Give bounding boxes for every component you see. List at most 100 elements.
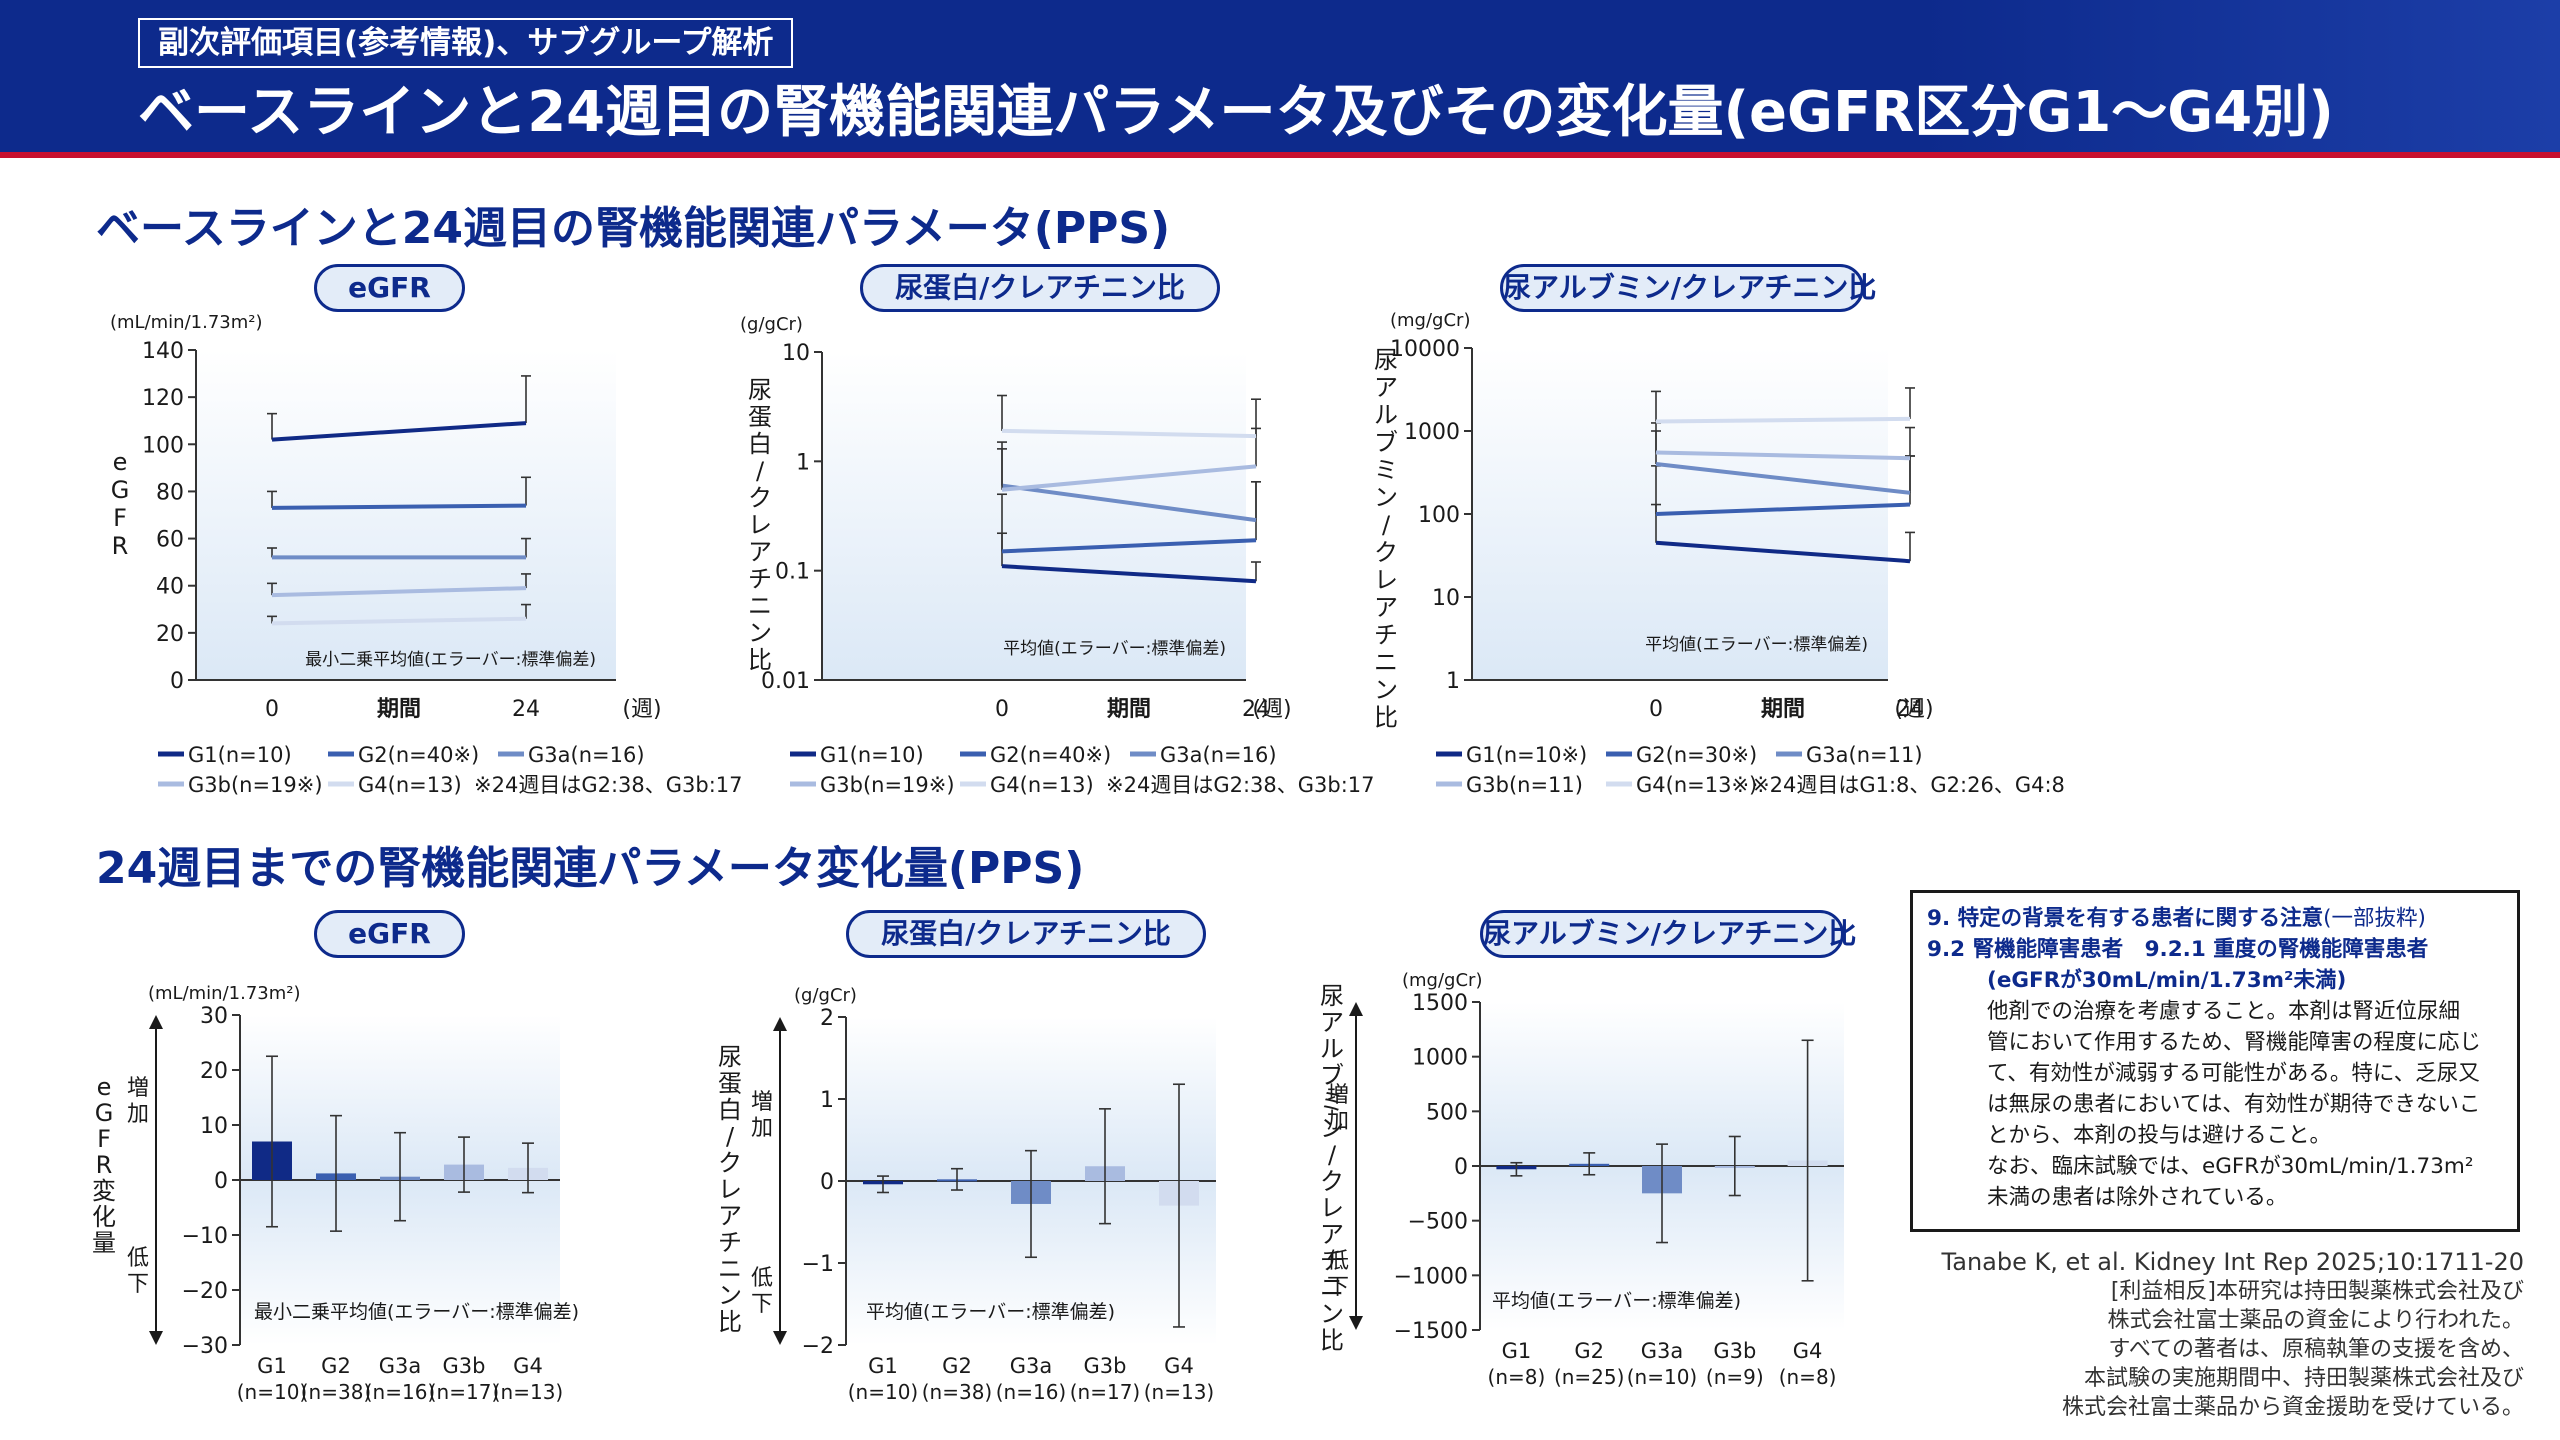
y-axis-label-char: 尿 bbox=[748, 376, 772, 404]
y-axis-label-char: ミ bbox=[1374, 456, 1398, 484]
chart-note: 平均値(エラーバー:標準偏差) bbox=[1645, 635, 1868, 655]
y-tick-label: 30 bbox=[200, 1004, 228, 1029]
legend-label-G3b: G3b(n=19※) bbox=[820, 773, 955, 797]
category-label: G3a bbox=[379, 1354, 422, 1378]
y-axis-label-char: 白 bbox=[748, 430, 772, 458]
legend-label-G3b: G3b(n=19※) bbox=[188, 773, 323, 797]
y-axis-label-char: ク bbox=[718, 1149, 742, 1177]
y-tick-label: −10 bbox=[182, 1224, 228, 1249]
y-tick-label: 20 bbox=[200, 1059, 228, 1084]
legend-label-G3a: G3a(n=11) bbox=[1806, 743, 1923, 767]
arrow-up-icon bbox=[773, 1017, 787, 1031]
legend-label-G3a: G3a(n=16) bbox=[1160, 743, 1277, 767]
category-n: (n=10) bbox=[848, 1380, 919, 1404]
y-tick-label: 0 bbox=[1454, 1155, 1468, 1180]
y-axis-label-char: ク bbox=[1320, 1168, 1344, 1196]
plot-area bbox=[822, 352, 1246, 680]
series-line-G4 bbox=[1001, 428, 1257, 439]
y-axis-label-char: ン bbox=[1374, 676, 1398, 704]
label-decrease-char: 下 bbox=[1327, 1275, 1349, 1300]
y-tick-label: 1 bbox=[796, 450, 810, 475]
y-tick-label: 0 bbox=[820, 1170, 834, 1195]
category-label: G3b bbox=[1084, 1354, 1127, 1378]
y-axis-label-char: ア bbox=[718, 1202, 742, 1230]
category-n: (n=25) bbox=[1554, 1365, 1625, 1389]
y-axis-label-char: / bbox=[1328, 1141, 1337, 1169]
x-axis-label: 期間 bbox=[1107, 697, 1151, 722]
y-tick-label: 1 bbox=[820, 1088, 834, 1113]
chart-note: 平均値(エラーバー:標準偏差) bbox=[866, 1301, 1115, 1323]
series-line-G3a bbox=[1655, 462, 1911, 495]
y-tick-label: 10 bbox=[200, 1114, 228, 1139]
y-tick-label: 2 bbox=[820, 1006, 834, 1031]
y-tick-label: 20 bbox=[156, 622, 184, 647]
note-heading-3: (eGFRが30mL/min/1.73m²未満) bbox=[1987, 968, 2347, 993]
legend-label-G3a: G3a(n=16) bbox=[528, 743, 645, 767]
category-n: (n=16) bbox=[996, 1380, 1067, 1404]
label-increase-char: 増 bbox=[1327, 1083, 1349, 1108]
y-axis-label-char: ン bbox=[1374, 484, 1398, 512]
legend-label-G1: G1(n=10) bbox=[820, 743, 924, 767]
y-axis-label-char: チ bbox=[1320, 1247, 1344, 1275]
x-unit-label: (週) bbox=[1252, 697, 1291, 722]
x-tick-label: 0 bbox=[1649, 697, 1663, 722]
y-axis-label-char: 蛋 bbox=[718, 1070, 742, 1098]
arrow-up-icon bbox=[1349, 1002, 1363, 1016]
y-axis-label-char: ブ bbox=[1374, 429, 1398, 457]
label-increase-char: 加 bbox=[751, 1116, 773, 1141]
note-h1-sub: (一部抜粋) bbox=[2323, 906, 2426, 931]
y-axis-label-char: チ bbox=[718, 1229, 742, 1257]
y-axis-label-char: / bbox=[726, 1123, 735, 1151]
legend-note: ※24週目はG1:8、G2:26、G4:8 bbox=[1752, 773, 2065, 797]
plot-area bbox=[196, 350, 616, 680]
label-decrease-char: 下 bbox=[127, 1272, 149, 1297]
legend-label-G4: G4(n=13) bbox=[358, 773, 462, 797]
legend-label-G1: G1(n=10) bbox=[188, 743, 292, 767]
label-decrease-char: 低 bbox=[751, 1266, 773, 1291]
y-axis-label-char: ニ bbox=[718, 1255, 742, 1283]
y-axis-label-char: e bbox=[113, 448, 128, 476]
y-axis-label-char: G bbox=[111, 476, 130, 504]
category-n: (n=17) bbox=[429, 1380, 500, 1404]
citation-line: Tanabe K, et al. Kidney Int Rep 2025;10:… bbox=[1941, 1248, 2524, 1276]
legend-label-G2: G2(n=40※) bbox=[990, 743, 1111, 767]
category-n: (n=17) bbox=[1070, 1380, 1141, 1404]
y-axis-label-char: ル bbox=[1320, 1035, 1344, 1063]
note-line: 管において作用するため、腎機能障害の程度に応じ bbox=[1987, 1030, 2481, 1055]
arrow-down-icon bbox=[149, 1331, 163, 1345]
citation-line: 株式会社富士薬品から資金援助を受けている。 bbox=[2061, 1395, 2524, 1420]
y-axis-label-char: 量 bbox=[92, 1229, 116, 1257]
series-line-G1 bbox=[271, 421, 527, 442]
note-line: 他剤での治療を考慮すること。本剤は腎近位尿細 bbox=[1987, 999, 2461, 1024]
label-increase: 増加 bbox=[127, 1076, 149, 1127]
y-tick-label: −2 bbox=[802, 1334, 834, 1359]
citation: Tanabe K, et al. Kidney Int Rep 2025;10:… bbox=[1942, 1248, 2524, 1422]
arrow-down-icon bbox=[1349, 1316, 1363, 1330]
y-axis-label-char: チ bbox=[748, 565, 772, 593]
precaution-note-box: 9. 特定の背景を有する患者に関する注意(一部抜粋) 9.2 腎機能障害患者 9… bbox=[1910, 890, 2520, 1232]
unit-label: (g/gCr) bbox=[740, 314, 803, 335]
y-axis-label-char: F bbox=[113, 504, 127, 532]
label-decrease-char: 下 bbox=[751, 1292, 773, 1317]
y-axis-label-char: レ bbox=[748, 511, 772, 539]
citation-line: 本試験の実施期間中、持田製薬株式会社及び bbox=[2083, 1366, 2524, 1391]
y-axis-label-char: レ bbox=[1320, 1194, 1344, 1222]
note-heading-1: 9. 特定の背景を有する患者に関する注意(一部抜粋) bbox=[1927, 903, 2503, 934]
y-tick-label: 0 bbox=[170, 669, 184, 694]
y-axis-label-char: ク bbox=[1374, 539, 1398, 567]
category-label: G1 bbox=[257, 1354, 287, 1378]
category-n: (n=8) bbox=[1779, 1365, 1837, 1389]
y-axis-label-char: 蛋 bbox=[748, 403, 772, 431]
y-axis-label-char: 尿 bbox=[1320, 982, 1344, 1010]
category-label: G4 bbox=[1164, 1354, 1194, 1378]
label-decrease-char: 低 bbox=[127, 1246, 149, 1271]
chart-baseline-upcr: 10 1 0.1 0.01 (g/gCr) 尿蛋白/クレアチニン比 0 期間 24(週) 平均値(… bbox=[740, 314, 1375, 797]
label-increase-char: 増 bbox=[127, 1076, 149, 1101]
pill-top-egfr: eGFR bbox=[314, 264, 465, 312]
y-axis-label-char: 化 bbox=[92, 1203, 116, 1231]
y-tick-label: 0.1 bbox=[775, 560, 810, 585]
y-axis-label-char: チ bbox=[1374, 621, 1398, 649]
y-axis-label-char: ア bbox=[1320, 1009, 1344, 1037]
